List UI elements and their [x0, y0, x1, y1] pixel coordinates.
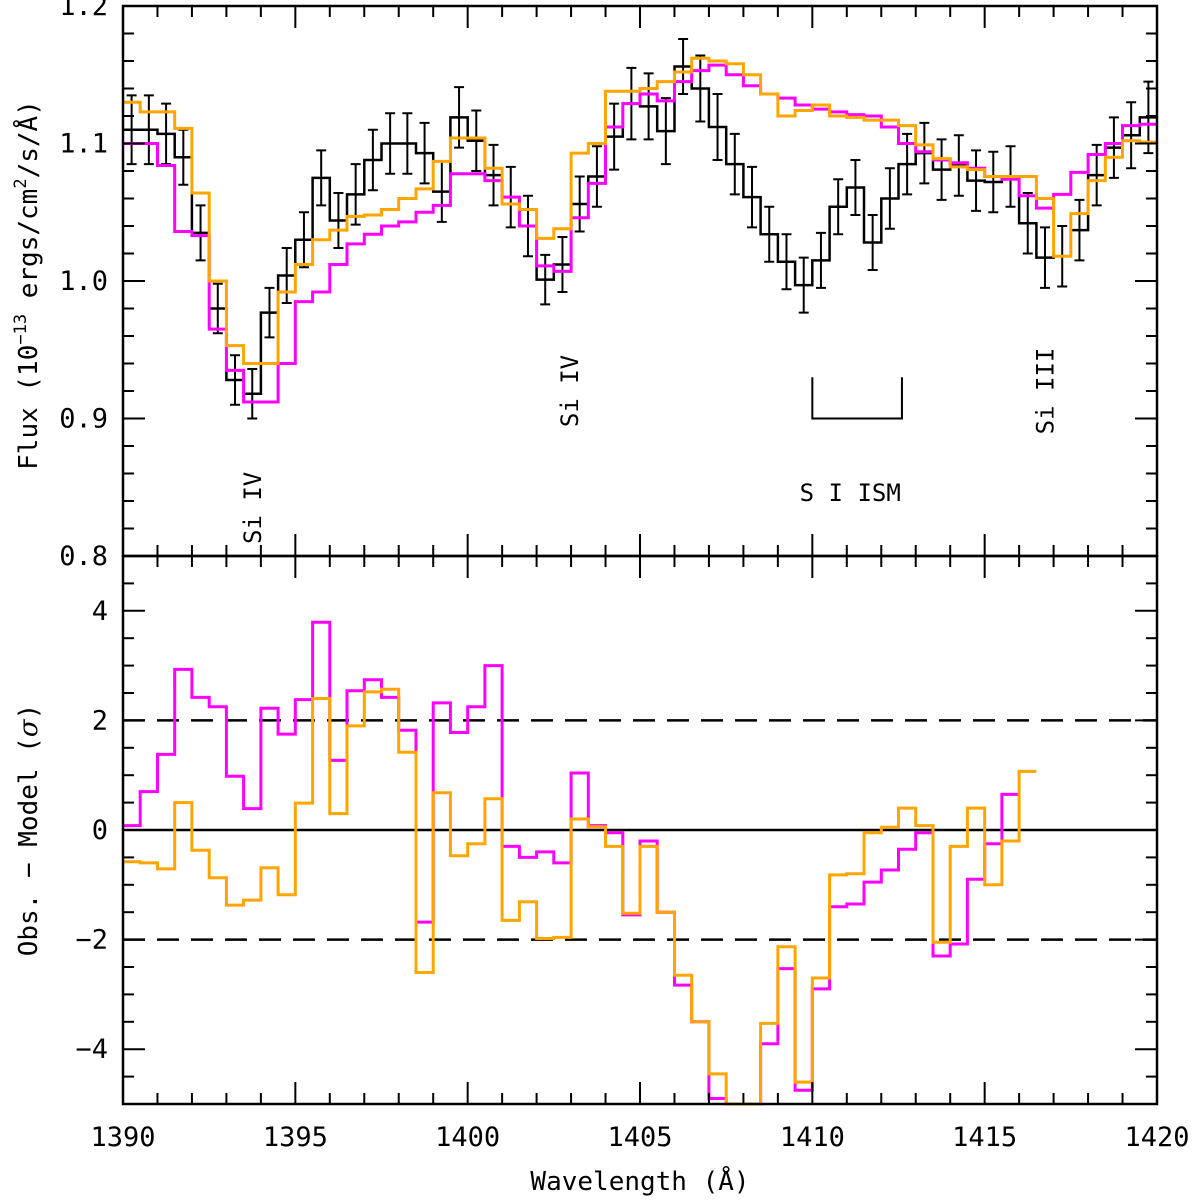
- bottom-ytick-label: 4: [92, 596, 108, 627]
- bottom-ytick-label: 0: [92, 815, 108, 846]
- bottom-ytick-label: −4: [75, 1034, 108, 1065]
- top-ticks: 0.8 0.9 1.0 1.1 1.2: [59, 0, 1158, 572]
- top-ytick-label: 1.2: [59, 0, 108, 22]
- top-ylabel: Flux (10−13 ergs/cm2/s/Å): [11, 100, 44, 470]
- xtick-label: 1415: [952, 1122, 1017, 1153]
- top-ytick-label: 1.0: [59, 266, 108, 297]
- bottom-ytick-label: 2: [92, 705, 108, 736]
- bottom-panel: 1390 1395 1400 1405 1410 1415 1420 −4 −2 0 2 4 Obs.…: [14, 554, 1190, 1197]
- bottom-ytick-label: −2: [75, 925, 108, 956]
- top-ytick-label: 1.1: [59, 129, 108, 160]
- xtick-label: 1420: [1124, 1122, 1189, 1153]
- bottom-series-layer: [123, 620, 1037, 1106]
- line-annotation: Si III: [1032, 348, 1060, 435]
- xtick-label: 1390: [90, 1122, 155, 1153]
- xtick-label: 1405: [607, 1122, 672, 1153]
- xtick-label: 1410: [780, 1122, 845, 1153]
- ism-bracket: [811, 377, 903, 420]
- xtick-label: 1400: [435, 1122, 500, 1153]
- bottom-ylabel: Obs. − Model (σ): [14, 704, 44, 957]
- top-models-layer: [123, 56, 1157, 404]
- line-annotation: S I ISM: [800, 479, 901, 507]
- top-ytick-label: 0.9: [59, 404, 108, 435]
- line-annotation: Si IV: [239, 472, 267, 544]
- xtick-label: 1395: [263, 1122, 328, 1153]
- x-axis-label: Wavelength (Å): [530, 1165, 749, 1197]
- top-annotations: Si IV Si IV Si III S I ISM: [239, 348, 1060, 544]
- residual-2-series: [123, 687, 1037, 1106]
- bottom-ticks: 1390 1395 1400 1405 1410 1415 1420 −4 −2 0 2 4: [75, 555, 1190, 1153]
- top-ytick-label: 0.8: [59, 541, 108, 572]
- top-obs-layer: [123, 38, 1157, 420]
- model-2-series: [123, 56, 1157, 365]
- line-annotation: Si IV: [556, 355, 584, 427]
